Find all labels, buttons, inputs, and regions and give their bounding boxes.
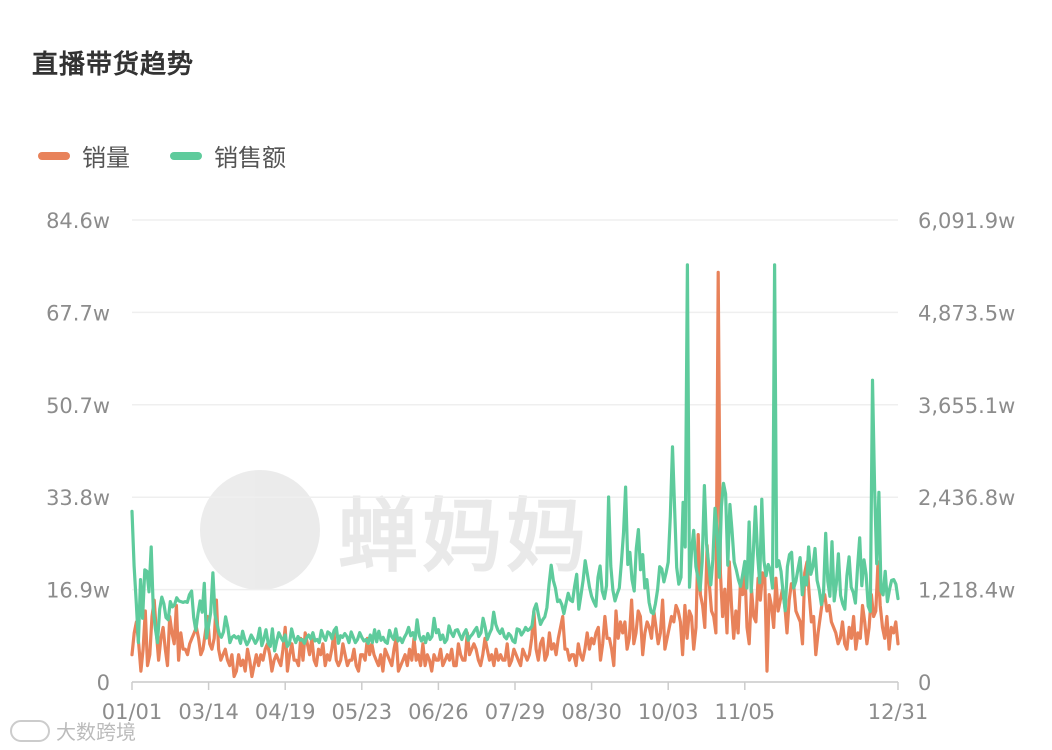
footer-watermark: 大数跨境 [10,716,136,745]
grid-lines [132,219,898,683]
right-tick-label: 3,655.1w [918,394,1015,418]
left-tick-label: 0 [97,671,110,695]
right-tick-label: 0 [918,671,931,695]
x-tick-label: 04/19 [255,700,316,724]
left-tick-label: 67.7w [46,301,110,325]
legend-item-sales-amount[interactable]: 销售额 [170,138,286,173]
legend-label-sales-amount: 销售额 [214,144,286,172]
x-tick-label: 08/30 [561,700,622,724]
brand-logo-icon [10,719,50,742]
left-tick-label: 33.8w [46,486,110,510]
series-line-sales-volume [130,270,900,679]
left-tick-label: 16.9w [46,579,110,603]
footer-watermark-text: 大数跨境 [56,720,136,744]
x-tick-label: 10/03 [638,700,699,724]
left-tick-label: 84.6w [46,209,110,233]
right-tick-label: 1,218.4w [918,579,1015,603]
legend-swatch-sales-volume [38,151,70,160]
left-tick-label: 50.7w [46,394,110,418]
series-line-sales-amount [130,263,900,653]
legend-item-sales-volume[interactable]: 销量 [38,138,130,173]
right-tick-label: 6,091.9w [918,209,1015,233]
right-tick-label: 4,873.5w [918,301,1015,325]
x-tick-label: 01/01 [102,700,163,724]
x-axis-ticks: 01/01 03/14 04/19 05/23 06/26 07/29 08/30 10/03… [102,682,929,724]
x-tick-label: 12/31 [868,700,929,724]
x-tick-label: 06/26 [408,700,469,724]
x-tick-label: 07/29 [485,700,546,724]
left-axis-ticks: 0 16.9w 33.8w 50.7w 67.7w 84.6w [46,209,110,695]
x-tick-label: 11/05 [715,700,776,724]
chart-title: 直播带货趋势 [32,50,195,80]
legend-label-sales-volume: 销量 [82,144,130,172]
legend: 销量 销售额 [38,138,286,173]
x-tick-label: 05/23 [332,700,393,724]
series-lines [130,263,900,679]
legend-swatch-sales-amount [170,151,202,160]
right-tick-label: 2,436.8w [918,486,1015,510]
right-axis-ticks: 0 1,218.4w 2,436.8w 3,655.1w 4,873.5w 6,091.9… [918,209,1015,695]
x-tick-label: 03/14 [178,700,239,724]
